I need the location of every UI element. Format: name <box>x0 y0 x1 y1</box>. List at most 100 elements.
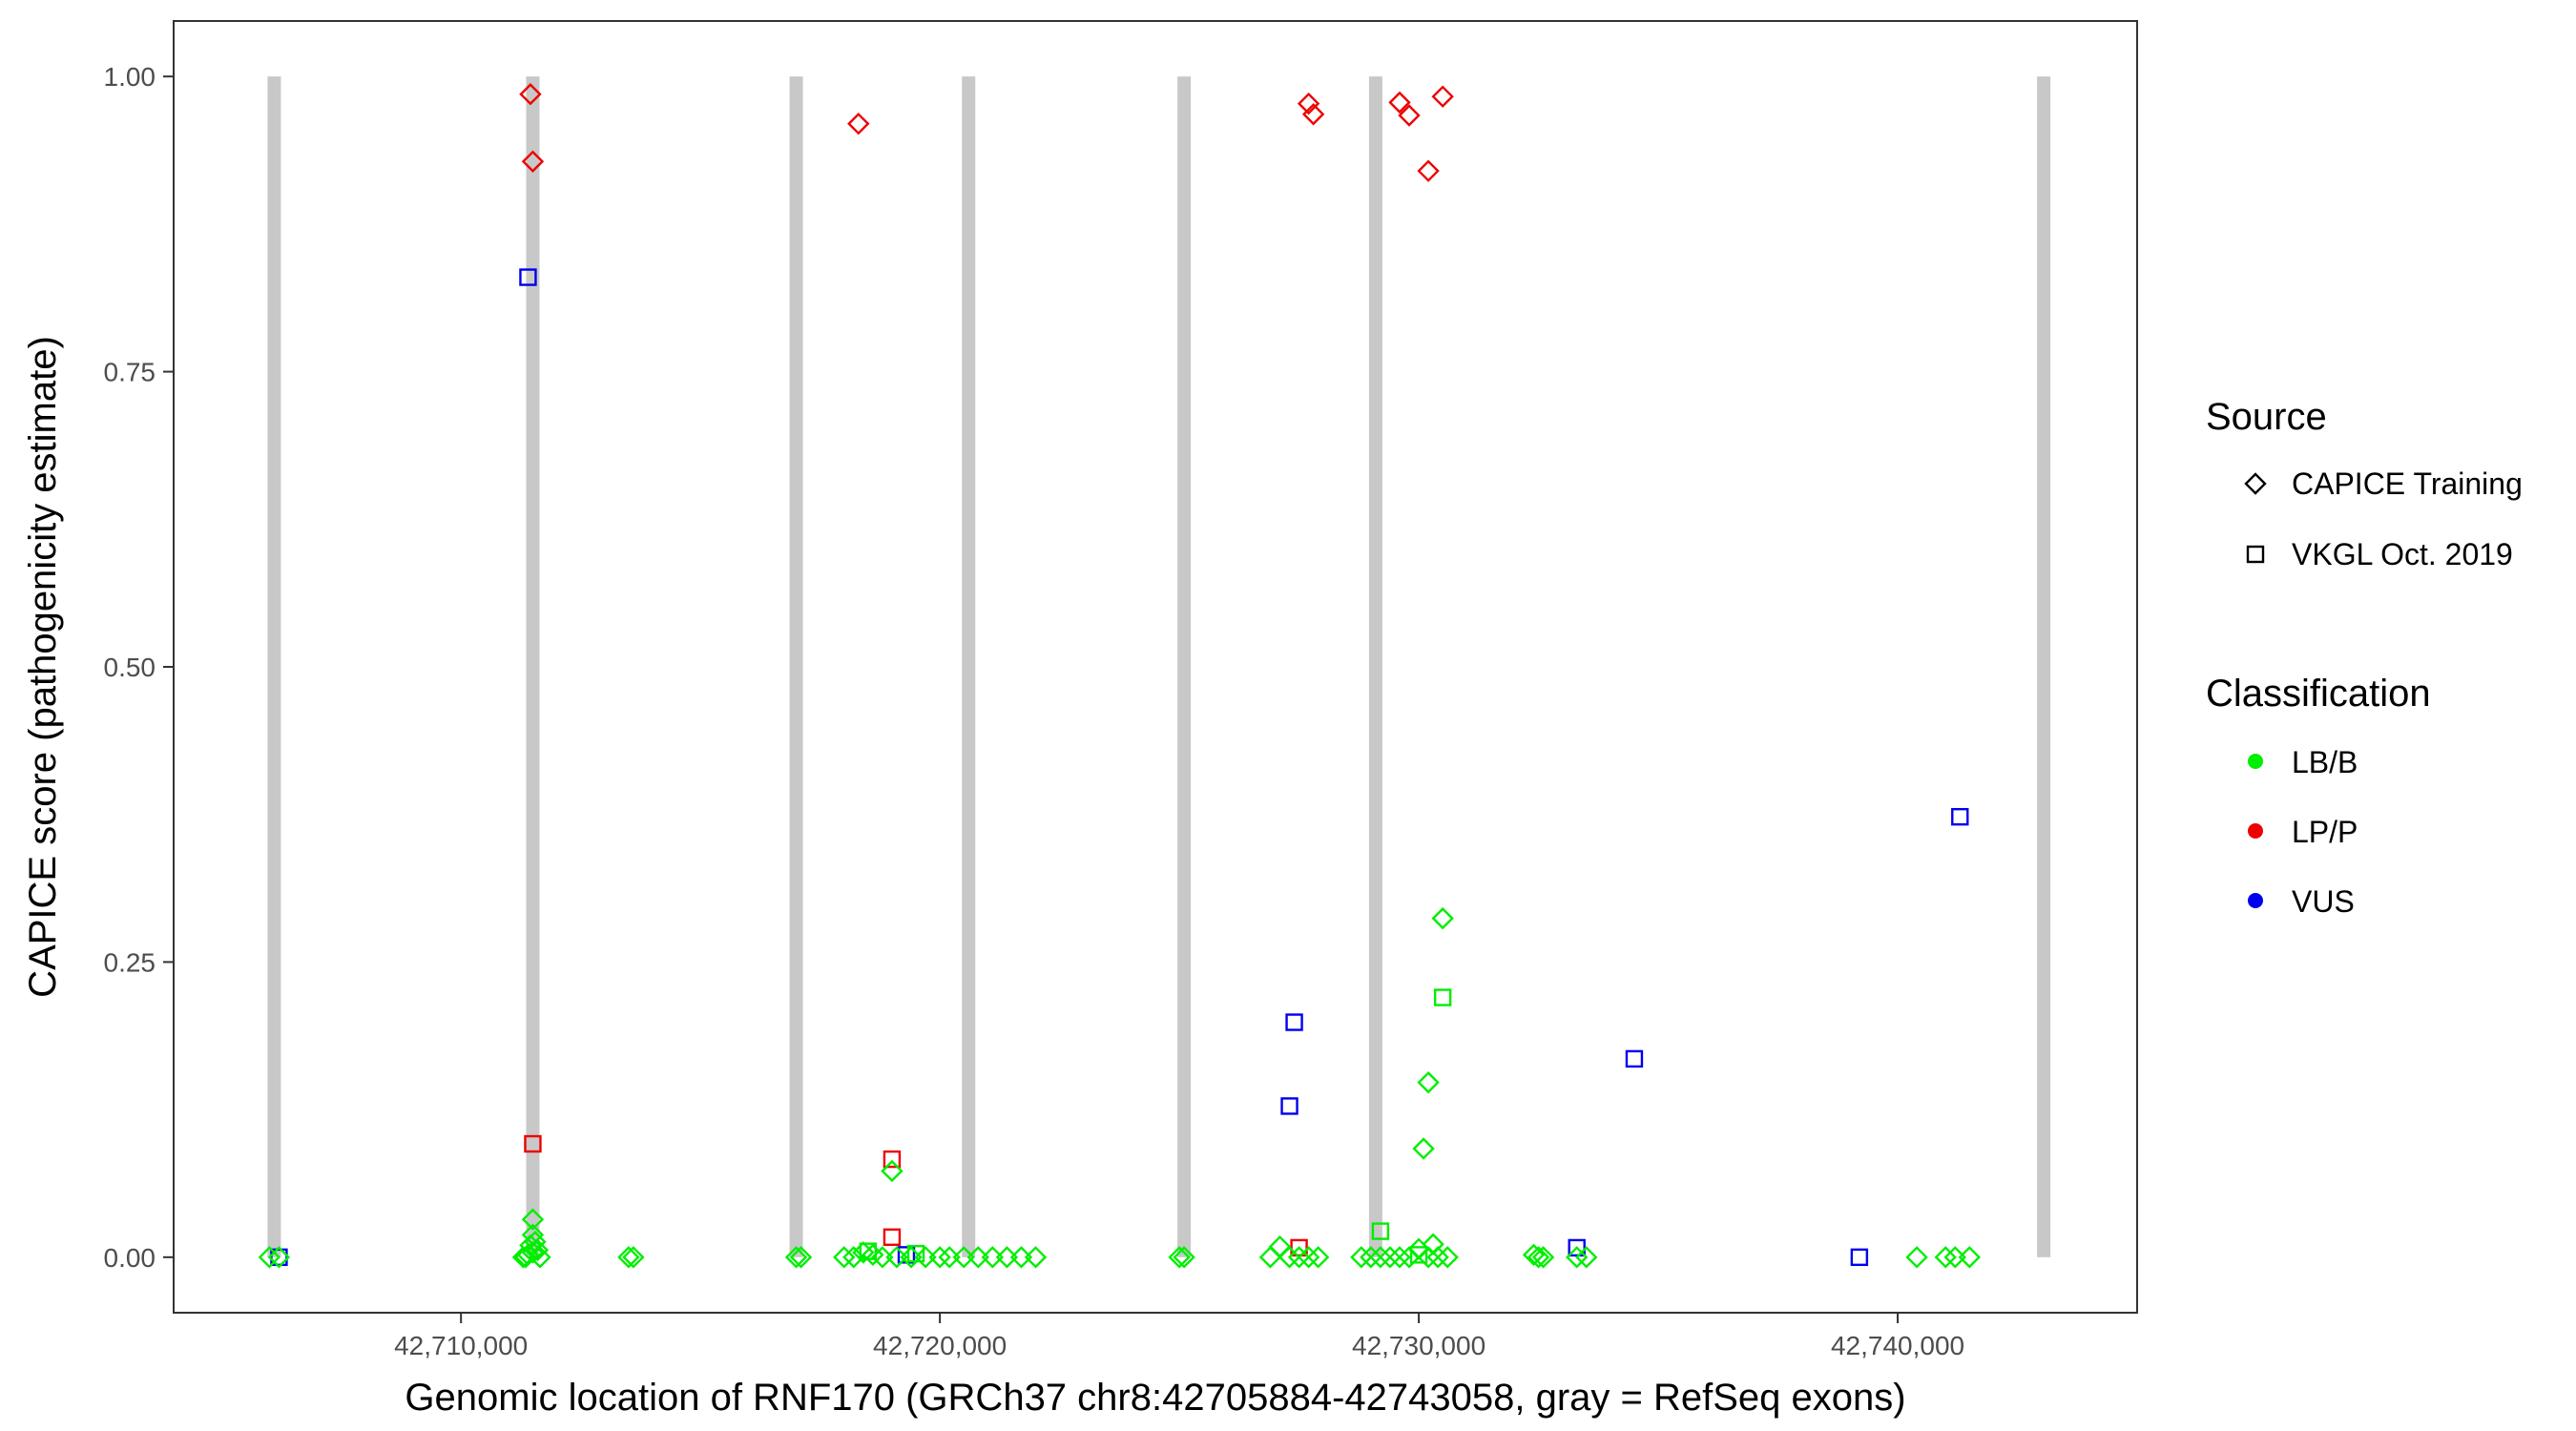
data-point-diamond <box>1379 1246 1402 1269</box>
exon-bar <box>789 76 803 1257</box>
data-point-diamond <box>258 1246 281 1269</box>
data-point-diamond <box>1417 1070 1440 1094</box>
data-point-square <box>1568 1238 1586 1257</box>
y-tick-label: 0.75 <box>104 358 156 387</box>
data-point-square <box>1850 1248 1869 1267</box>
data-point-square <box>1280 1097 1298 1115</box>
x-tick-label: 42,730,000 <box>1352 1331 1485 1360</box>
data-point-diamond <box>514 1246 537 1269</box>
y-tick-label: 1.00 <box>104 62 156 92</box>
data-point-diamond <box>519 83 542 106</box>
data-point-diamond <box>1388 91 1411 114</box>
data-point-diamond <box>1575 1246 1598 1269</box>
exon-bars <box>267 76 2051 1257</box>
data-point-diamond <box>521 1223 545 1247</box>
data-point-diamond <box>1287 1246 1311 1269</box>
data-points <box>258 83 1982 1269</box>
data-point-diamond <box>1422 1233 1444 1255</box>
legend-label-lbb: LB/B <box>2292 745 2358 779</box>
data-point-diamond <box>900 1246 923 1269</box>
data-point-diamond <box>519 1234 542 1257</box>
data-point-diamond <box>267 1246 291 1269</box>
data-point-diamond <box>1168 1246 1191 1269</box>
exon-bar <box>962 76 976 1257</box>
data-point-square <box>1285 1013 1303 1031</box>
data-point-diamond <box>1024 1246 1048 1269</box>
legend-source-label-vkgl: VKGL Oct. 2019 <box>2292 537 2513 571</box>
y-tick-label: 0.25 <box>104 947 156 977</box>
data-point-diamond <box>1173 1246 1195 1269</box>
data-point-square <box>883 1228 902 1246</box>
plot-panel <box>174 21 2137 1313</box>
legend-source-title: Source <box>2206 396 2327 438</box>
legend: Source CAPICE Training VKGL Oct. 2019 Cl… <box>2206 396 2523 919</box>
data-point-diamond <box>1943 1246 1966 1269</box>
data-point-diamond <box>1350 1246 1373 1269</box>
x-tick-label: 42,740,000 <box>1831 1331 1964 1360</box>
data-point-diamond <box>1360 1246 1382 1269</box>
exon-bar <box>267 76 281 1257</box>
exon-bar <box>1368 76 1382 1257</box>
data-point-square <box>1951 807 1969 826</box>
data-point-diamond <box>914 1246 937 1269</box>
data-point-diamond <box>789 1246 813 1269</box>
data-point-square <box>270 1248 288 1267</box>
data-point-diamond <box>1297 1246 1320 1269</box>
legend-label-lpp: LP/P <box>2292 815 2358 849</box>
data-point-diamond <box>1369 1246 1392 1269</box>
legend-source-label-capice: CAPICE Training <box>2292 467 2523 501</box>
data-point-diamond <box>1531 1246 1555 1269</box>
data-point-diamond <box>833 1246 856 1269</box>
legend-classification-title: Classification <box>2206 673 2431 715</box>
data-point-diamond <box>885 1246 908 1269</box>
y-axis: 0.00 0.25 0.50 0.75 1.00 <box>104 62 174 1273</box>
data-point-diamond <box>1278 1246 1301 1269</box>
data-point-diamond <box>1905 1246 1928 1269</box>
data-point-diamond <box>521 150 545 173</box>
data-point-square <box>519 268 537 286</box>
data-point-diamond <box>928 1246 951 1269</box>
data-point-diamond <box>622 1246 645 1269</box>
data-point-diamond <box>1958 1246 1982 1269</box>
data-point-square <box>1371 1222 1390 1240</box>
data-point-diamond <box>1412 1137 1435 1160</box>
exon-bar <box>526 76 540 1257</box>
data-point-diamond <box>1009 1246 1033 1269</box>
data-point-diamond <box>842 1246 865 1269</box>
data-point-diamond <box>1306 1246 1330 1269</box>
legend-label-vus: VUS <box>2292 884 2355 919</box>
data-point-diamond <box>938 1246 961 1269</box>
data-point-square <box>1409 1246 1428 1264</box>
data-point-diamond <box>1527 1246 1550 1269</box>
data-point-diamond <box>881 1159 904 1183</box>
x-tick-label: 42,720,000 <box>873 1331 1007 1360</box>
exon-bar <box>1177 76 1192 1257</box>
y-axis-title: CAPICE score (pathogenicity estimate) <box>22 336 64 998</box>
data-point-diamond <box>952 1246 975 1269</box>
y-tick-label: 0.00 <box>104 1243 156 1273</box>
data-point-diamond <box>529 1246 551 1269</box>
exon-bar <box>2037 76 2051 1257</box>
data-point-diamond <box>617 1246 640 1269</box>
x-axis-title: Genomic location of RNF170 (GRCh37 chr8:… <box>405 1377 1905 1419</box>
data-point-diamond <box>1436 1246 1459 1269</box>
data-point-diamond <box>1398 104 1421 127</box>
data-point-diamond <box>966 1246 989 1269</box>
data-point-diamond <box>847 112 870 135</box>
x-tick-label: 42,710,000 <box>394 1331 528 1360</box>
data-point-diamond <box>521 1208 545 1231</box>
data-point-square <box>1290 1238 1308 1257</box>
data-point-diamond <box>981 1246 1005 1269</box>
data-point-diamond <box>871 1246 894 1269</box>
data-point-diamond <box>1417 159 1440 182</box>
data-point-square <box>524 1134 542 1153</box>
data-point-diamond <box>1566 1246 1589 1269</box>
legend-diamond-symbol <box>2244 472 2267 495</box>
legend-square-symbol <box>2246 545 2265 564</box>
data-point-diamond <box>1417 1246 1440 1269</box>
data-point-square <box>883 1150 902 1169</box>
data-point-diamond <box>995 1246 1019 1269</box>
data-point-diamond <box>1431 85 1454 108</box>
x-axis: 42,710,000 42,720,000 42,730,000 42,740,000 <box>394 1313 1964 1360</box>
